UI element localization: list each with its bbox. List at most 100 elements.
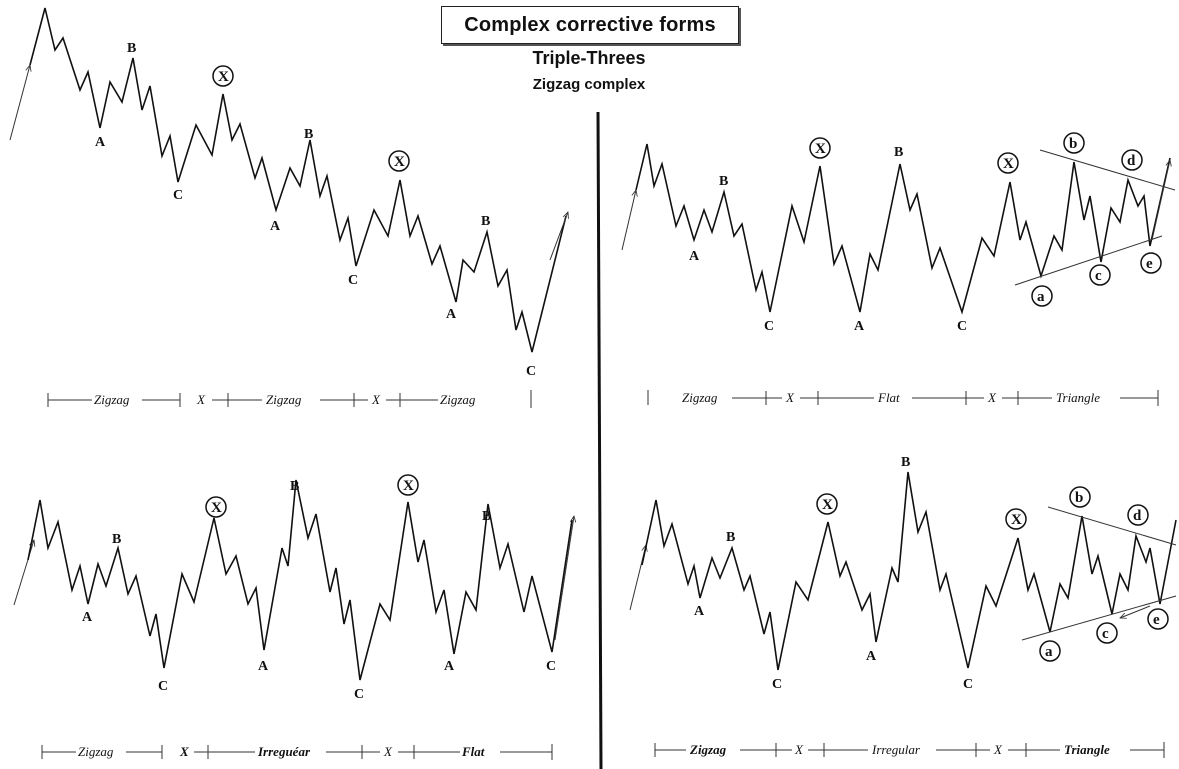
circle-marker xyxy=(1096,622,1118,644)
exit-arrow xyxy=(1151,160,1170,241)
circle-marker xyxy=(1127,504,1149,526)
segment-label: Zigzag xyxy=(94,392,130,407)
wave-label: C xyxy=(963,677,973,692)
segment-label: Zigzag xyxy=(689,742,727,757)
wave-label: B xyxy=(719,174,728,189)
wave-label: A xyxy=(689,249,700,264)
center-divider xyxy=(596,111,603,769)
title-box: Complex corrective forms xyxy=(441,6,739,44)
pointer-arrow xyxy=(1120,605,1151,618)
circle-marker xyxy=(1005,508,1027,530)
wave-label: a xyxy=(1037,289,1045,305)
wave-label: X xyxy=(403,478,414,494)
segment-label: Flat xyxy=(461,744,485,759)
wave-label: A xyxy=(95,135,106,150)
segment-label: X xyxy=(987,390,997,405)
wave-label: B xyxy=(894,145,903,160)
segment-label: Zigzag xyxy=(440,392,476,407)
segment-bar: Zigzag X Irreguéar X Flat xyxy=(41,744,553,760)
segment-label: Triangle xyxy=(1064,742,1110,757)
segment-label: X xyxy=(383,744,393,759)
wave-label: A xyxy=(82,610,93,625)
wave-label: B xyxy=(901,455,910,470)
wave-label: A xyxy=(866,649,877,664)
wave-label: e xyxy=(1153,612,1160,628)
segment-label: Zigzag xyxy=(266,392,302,407)
circle-marker xyxy=(1089,264,1111,286)
wave-label: B xyxy=(726,530,735,545)
circle-marker xyxy=(997,152,1019,174)
wave-label: b xyxy=(1075,490,1083,506)
wave-path xyxy=(27,479,573,681)
panel-bottom-left: B A C X B A C X B A C Zigzag X Irreguéar… xyxy=(13,474,574,760)
wave-label: A xyxy=(270,219,281,234)
wave-label: C xyxy=(526,364,536,379)
wave-label: C xyxy=(348,273,358,288)
wave-label: B xyxy=(127,41,136,56)
segment-label: Triangle xyxy=(1056,390,1100,405)
circle-marker xyxy=(1121,149,1143,171)
wave-label: B xyxy=(112,532,121,547)
wave-label: X xyxy=(1003,156,1014,172)
wave-label: X xyxy=(211,500,222,516)
wave-label: X xyxy=(218,69,229,85)
wave-label: C xyxy=(546,659,556,674)
circle-marker xyxy=(212,65,234,87)
entry-arrow xyxy=(621,190,636,251)
wave-label: X xyxy=(394,154,405,170)
circle-marker xyxy=(1069,486,1091,508)
segment-label: X xyxy=(794,742,804,757)
circle-marker xyxy=(397,474,419,496)
wave-label: C xyxy=(764,319,774,334)
subtitle-zigzag-complex: Zigzag complex xyxy=(532,76,646,93)
segment-label: Irregular xyxy=(871,742,921,757)
subtitle-triple-threes: Triple-Threes xyxy=(532,48,646,68)
segment-bar: Zigzag X Irregular X Triangle xyxy=(654,742,1165,758)
wave-label: B xyxy=(482,509,491,524)
wave-label: A xyxy=(444,659,455,674)
wave-label: d xyxy=(1127,153,1136,169)
circle-marker xyxy=(809,137,831,159)
circle-marker xyxy=(1140,252,1162,274)
wave-label: B xyxy=(481,214,490,229)
panel-top-left: A B C X B A C X B A C Zigzag X Zigzag X … xyxy=(9,7,568,408)
exit-arrow xyxy=(554,516,574,641)
circle-marker xyxy=(816,493,838,515)
triangle-lower-line xyxy=(1014,235,1163,286)
wave-label: B xyxy=(304,127,313,142)
triangle-lower-line xyxy=(1021,595,1177,641)
wave-label: b xyxy=(1069,136,1077,152)
wave-path xyxy=(635,143,1171,315)
wave-label: C xyxy=(772,677,782,692)
wave-label: B xyxy=(290,479,299,494)
wave-label: X xyxy=(822,497,833,513)
wave-label: c xyxy=(1102,626,1109,642)
wave-label: C xyxy=(158,679,168,694)
wave-label: a xyxy=(1045,644,1053,660)
circle-marker xyxy=(1147,608,1169,630)
segment-label: X xyxy=(993,742,1003,757)
segment-label: Zigzag xyxy=(682,390,718,405)
segment-label: Irreguéar xyxy=(257,744,311,759)
panel-top-right: B A C X B A C X b d a c e Zigzag X Flat xyxy=(621,132,1176,406)
segment-label: Flat xyxy=(877,390,900,405)
wave-label: C xyxy=(354,687,364,702)
wave-label: C xyxy=(957,319,967,334)
wave-label: A xyxy=(258,659,269,674)
circle-marker xyxy=(1039,640,1061,662)
segment-label: Zigzag xyxy=(78,744,114,759)
wave-label: c xyxy=(1095,268,1102,284)
segment-label: X xyxy=(371,392,381,407)
wave-label: C xyxy=(173,188,183,203)
exit-arrow xyxy=(549,212,568,261)
triangle-upper-line xyxy=(1047,506,1177,546)
segment-bar: Zigzag X Flat X Triangle xyxy=(647,390,1159,406)
entry-arrow xyxy=(13,540,34,606)
segment-bar: Zigzag X Zigzag X Zigzag xyxy=(47,390,532,408)
segment-label: X xyxy=(179,744,189,759)
wave-label: A xyxy=(446,307,457,322)
wave-label: e xyxy=(1146,256,1153,272)
wave-label: X xyxy=(815,141,826,157)
wave-label: A xyxy=(854,319,865,334)
